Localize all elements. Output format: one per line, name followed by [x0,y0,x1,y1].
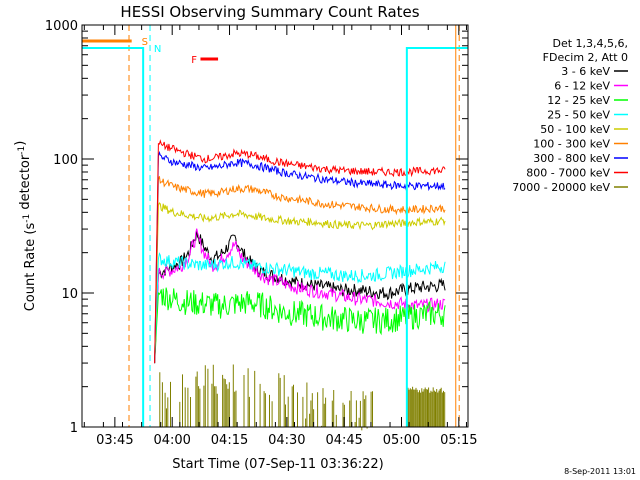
series-line [154,150,446,364]
series-line [154,202,446,364]
series-1 [154,228,446,364]
y-axis-label: Count Rate (s-1 detector-1) [13,141,38,312]
x-axis-label: Start Time (07-Sep-11 03:36:22) [172,457,383,472]
series-line [154,228,446,364]
series-2 [154,287,446,364]
x-tick-label: 04:00 [153,433,190,448]
night-bar [82,47,145,427]
x-tick-label: 04:45 [325,433,362,448]
series-line [154,252,446,364]
series-line [159,364,446,431]
series-line [154,176,446,364]
y-tick-label: 1 [70,421,78,436]
series-0 [154,229,446,364]
night-label: N [154,44,161,55]
chart-axes: 1 10 100 1000 03:45 04:00 04:15 04:30 04:45 05:00… [45,19,478,448]
y-tick-label: 10 [61,287,78,302]
legend-label: 12 - 25 keV [547,94,610,107]
date-stamp: 8-Sep-2011 13:01 [564,467,636,476]
x-tick-label: 05:15 [440,433,477,448]
series-line [154,139,446,364]
x-tick-label: 04:15 [211,433,248,448]
legend-label: 300 - 800 keV [533,152,610,165]
legend-label: 50 - 100 keV [540,123,610,136]
legend-label: 7000 - 20000 keV [512,181,610,194]
legend-label: 6 - 12 keV [554,80,610,93]
series-6 [154,150,446,364]
legend: Det 1,3,4,5,6,FDecim 2, Att 03 - 6 keV 6 … [512,37,628,194]
y-tick-label: 100 [53,153,78,168]
chart-title: HESSI Observing Summary Count Rates [120,3,419,21]
y-tick-label: 1000 [45,19,78,34]
x-tick-label: 03:45 [96,433,133,448]
series-8 [159,364,446,431]
series-3 [154,252,446,364]
series-5 [154,176,446,364]
night-bar-2 [405,47,468,427]
x-tick-label: 04:30 [268,433,305,448]
legend-label: 25 - 50 keV [547,109,610,122]
legend-label: 800 - 7000 keV [526,167,610,180]
legend-label: 100 - 300 keV [533,138,610,151]
legend-label: 3 - 6 keV [561,65,610,78]
plot-frame [81,24,469,428]
legend-header: Det 1,3,4,5,6, [552,37,628,50]
flare-label: F [191,55,197,66]
series-line [154,287,446,364]
chart-marks: SN F [82,25,468,431]
x-tick-label: 05:00 [383,433,420,448]
series-7 [154,139,446,364]
series-line [154,229,446,364]
series-4 [154,202,446,364]
legend-header: FDecim 2, Att 0 [543,51,628,64]
saa-label: S [142,37,148,48]
